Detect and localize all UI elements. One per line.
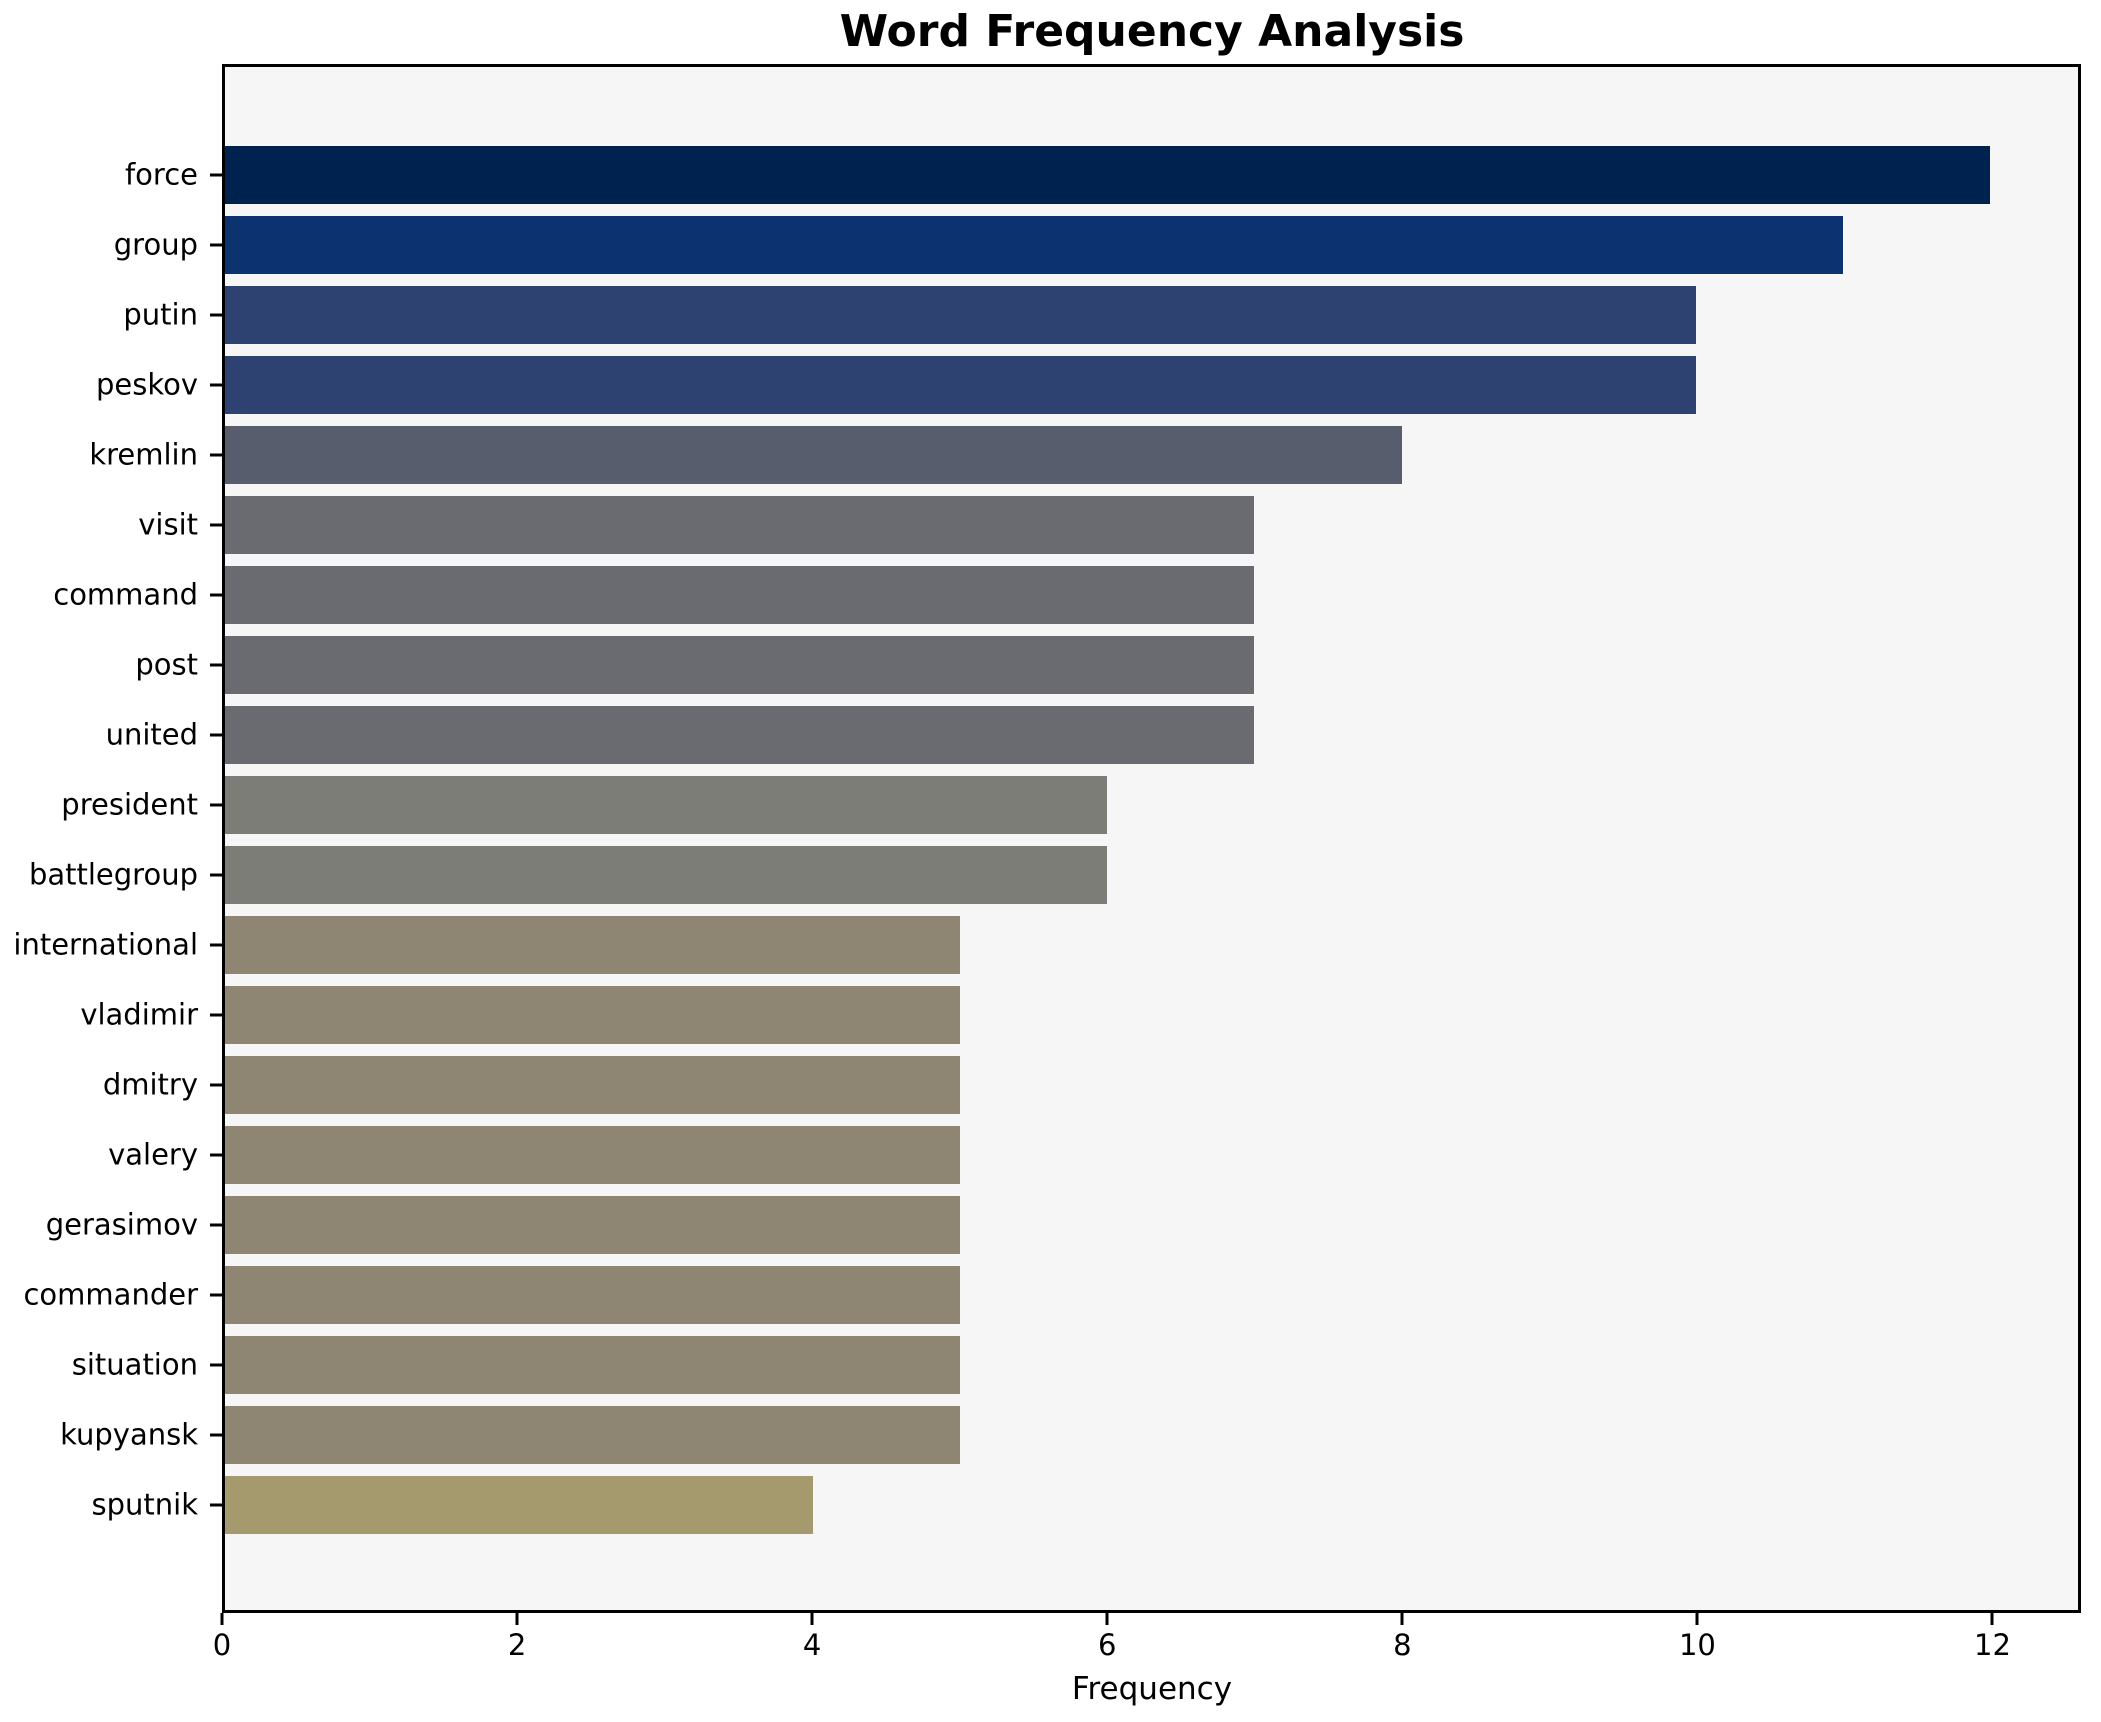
bar-command bbox=[225, 566, 1255, 624]
y-tick-label-force: force bbox=[124, 157, 198, 192]
y-tick-label-united: united bbox=[105, 717, 198, 752]
y-tick-label-kupyansk: kupyansk bbox=[60, 1417, 198, 1452]
bar-gerasimov bbox=[225, 1196, 961, 1254]
bar-vladimir bbox=[225, 986, 961, 1044]
bar-row-sputnik: sputnik bbox=[92, 1470, 2078, 1540]
x-tick-mark bbox=[1990, 1613, 1994, 1625]
chart-title: Word Frequency Analysis bbox=[839, 6, 1465, 57]
y-tick-mark bbox=[210, 1503, 222, 1507]
y-tick-label-vladimir: vladimir bbox=[80, 997, 198, 1032]
bar-post bbox=[225, 636, 1255, 694]
x-tick-label-6: 6 bbox=[1098, 1628, 1117, 1662]
y-tick-mark bbox=[210, 1013, 222, 1017]
y-tick-label-peskov: peskov bbox=[95, 367, 198, 402]
y-tick-mark bbox=[210, 943, 222, 947]
y-tick-label-commander: commander bbox=[23, 1277, 198, 1312]
y-tick-label-sputnik: sputnik bbox=[91, 1487, 199, 1522]
y-tick-mark bbox=[210, 173, 222, 177]
y-tick-mark bbox=[210, 523, 222, 527]
bar-row-peskov: peskov bbox=[96, 350, 2078, 420]
y-tick-label-kremlin: kremlin bbox=[89, 437, 198, 472]
bar-united bbox=[225, 706, 1255, 764]
y-tick-mark bbox=[210, 873, 222, 877]
y-tick-label-visit: visit bbox=[138, 507, 198, 542]
bar-group bbox=[225, 216, 1843, 274]
bar-row-visit: visit bbox=[138, 490, 2078, 560]
bar-row-valery: valery bbox=[108, 1120, 2078, 1190]
bar-sputnik bbox=[225, 1476, 814, 1534]
y-tick-mark bbox=[210, 1293, 222, 1297]
bar-row-kupyansk: kupyansk bbox=[60, 1400, 2078, 1470]
y-tick-mark bbox=[210, 313, 222, 317]
x-tick-label-0: 0 bbox=[212, 1628, 232, 1662]
bar-row-dmitry: dmitry bbox=[103, 1050, 2078, 1120]
bar-row-command: command bbox=[53, 560, 2078, 630]
y-tick-label-situation: situation bbox=[71, 1347, 198, 1382]
bar-kupyansk bbox=[225, 1406, 961, 1464]
x-tick-mark bbox=[1695, 1613, 1699, 1625]
y-tick-label-gerasimov: gerasimov bbox=[45, 1207, 198, 1242]
bar-row-kremlin: kremlin bbox=[89, 420, 2078, 490]
bar-battlegroup bbox=[225, 846, 1108, 904]
y-tick-mark bbox=[210, 663, 222, 667]
bar-president bbox=[225, 776, 1108, 834]
bar-row-vladimir: vladimir bbox=[80, 980, 2078, 1050]
x-tick-mark bbox=[1400, 1613, 1404, 1625]
bar-row-international: international bbox=[13, 910, 2078, 980]
x-tick-label-2: 2 bbox=[507, 1628, 527, 1662]
x-tick-label-12: 12 bbox=[1974, 1628, 2011, 1662]
bar-international bbox=[225, 916, 961, 974]
bar-putin bbox=[225, 286, 1696, 344]
y-tick-mark bbox=[210, 803, 222, 807]
bar-row-commander: commander bbox=[23, 1260, 2078, 1330]
y-tick-mark bbox=[210, 1153, 222, 1157]
bar-situation bbox=[225, 1336, 961, 1394]
bar-row-post: post bbox=[135, 630, 2078, 700]
y-tick-mark bbox=[210, 243, 222, 247]
bar-visit bbox=[225, 496, 1255, 554]
bar-row-united: united bbox=[106, 700, 2078, 770]
bar-valery bbox=[225, 1126, 961, 1184]
bar-peskov bbox=[225, 356, 1696, 414]
x-tick-mark bbox=[1105, 1613, 1109, 1625]
x-tick-label-8: 8 bbox=[1393, 1628, 1412, 1662]
bar-row-situation: situation bbox=[72, 1330, 2078, 1400]
x-tick-label-10: 10 bbox=[1678, 1628, 1716, 1662]
y-tick-label-dmitry: dmitry bbox=[102, 1067, 198, 1102]
y-tick-label-command: command bbox=[53, 577, 198, 612]
y-tick-mark bbox=[210, 1223, 222, 1227]
bar-row-president: president bbox=[61, 770, 2078, 840]
bar-row-group: group bbox=[114, 210, 2078, 280]
bar-row-gerasimov: gerasimov bbox=[46, 1190, 2078, 1260]
y-tick-label-group: group bbox=[113, 227, 198, 262]
y-tick-mark bbox=[210, 1433, 222, 1437]
y-tick-label-putin: putin bbox=[123, 297, 198, 332]
y-tick-mark bbox=[210, 733, 222, 737]
y-tick-label-international: international bbox=[13, 927, 198, 962]
bar-row-force: force bbox=[125, 140, 2078, 210]
x-tick-mark bbox=[515, 1613, 519, 1625]
bar-row-battlegroup: battlegroup bbox=[29, 840, 2078, 910]
bar-row-putin: putin bbox=[123, 280, 2078, 350]
y-tick-label-valery: valery bbox=[108, 1137, 198, 1172]
bar-force bbox=[225, 146, 1990, 204]
x-tick-label-4: 4 bbox=[802, 1628, 822, 1662]
y-tick-mark bbox=[210, 593, 222, 597]
y-tick-mark bbox=[210, 383, 222, 387]
y-tick-mark bbox=[210, 1363, 222, 1367]
y-tick-label-battlegroup: battlegroup bbox=[28, 857, 198, 892]
y-tick-mark bbox=[210, 1083, 222, 1087]
bar-commander bbox=[225, 1266, 961, 1324]
plot-area: force group putin peskov kremlin visit command… bbox=[13, 64, 2081, 1613]
x-tick-mark bbox=[220, 1613, 224, 1625]
x-tick-mark bbox=[810, 1613, 814, 1625]
y-tick-mark bbox=[210, 453, 222, 457]
y-tick-label-post: post bbox=[135, 647, 198, 682]
bars-container: force group putin peskov kremlin visit command… bbox=[13, 140, 2078, 1540]
x-axis-label: Frequency bbox=[1071, 1671, 1233, 1707]
y-tick-label-president: president bbox=[61, 787, 198, 822]
bar-dmitry bbox=[225, 1056, 961, 1114]
bar-kremlin bbox=[225, 426, 1402, 484]
